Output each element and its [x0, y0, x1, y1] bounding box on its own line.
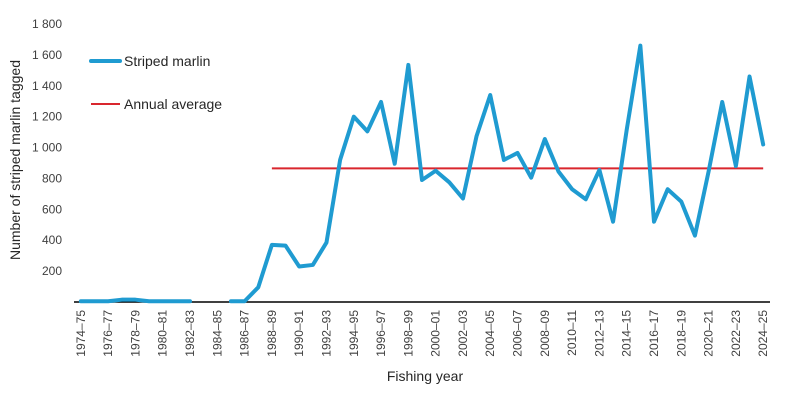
- data-point-1986–87: [243, 299, 247, 303]
- x-tick-label: 2006–07: [511, 310, 525, 357]
- data-point-2009–10: [556, 169, 560, 173]
- data-point-2012–13: [597, 168, 601, 172]
- data-point-1997–98: [393, 162, 397, 166]
- series-striped-marlin-line: [228, 43, 766, 304]
- x-tick-label: 1974–75: [74, 310, 88, 357]
- x-tick-label: 1976–77: [101, 310, 115, 357]
- x-tick-label: 1998–99: [401, 310, 415, 357]
- data-point-1987–88: [256, 285, 260, 289]
- data-point-1999–00: [420, 178, 424, 182]
- data-point-1975–76: [92, 299, 96, 303]
- y-tick-label: 1 600: [32, 48, 62, 62]
- data-point-1989–90: [284, 244, 288, 248]
- data-point-2016–17: [652, 220, 656, 224]
- data-point-2011–12: [584, 197, 588, 201]
- series-layer: [78, 43, 766, 304]
- data-point-2001–02: [447, 180, 451, 184]
- data-point-2013–14: [611, 220, 615, 224]
- y-axis-title: Number of striped marlin tagged: [7, 60, 23, 260]
- x-tick-label: 2002–03: [456, 310, 470, 357]
- data-point-1976–77: [106, 299, 110, 303]
- data-point-1993–94: [338, 158, 342, 162]
- data-point-1994–95: [352, 115, 356, 119]
- legend: Striped marlin Annual average: [89, 53, 222, 112]
- x-tick-label: 2016–17: [647, 310, 661, 357]
- legend-label-annual-average: Annual average: [124, 96, 222, 112]
- x-tick-label: 1980–81: [156, 310, 170, 357]
- data-point-1998–99: [406, 63, 410, 67]
- y-axis-ticks: 200 400 600 800 1 000 1 200 1 400 1 600 1 800: [32, 17, 62, 278]
- x-tick-label: 2004–05: [483, 310, 497, 357]
- x-axis-ticks: 1974–75 1976–77 1978–79 1980–81 1982–83 1984–…: [74, 310, 770, 357]
- data-point-2008–09: [543, 137, 547, 141]
- data-point-1992–93: [324, 241, 328, 245]
- data-point-1980–81: [161, 299, 165, 303]
- data-point-2018–19: [679, 200, 683, 204]
- x-axis-title: Fishing year: [387, 368, 464, 384]
- series-striped-marlin-line: [78, 297, 192, 304]
- y-tick-label: 1 000: [32, 141, 62, 155]
- data-point-1981–82: [174, 299, 178, 303]
- data-point-1978–79: [133, 298, 137, 302]
- y-tick-label: 400: [42, 233, 62, 247]
- y-tick-label: 1 800: [32, 17, 62, 31]
- data-point-1991–92: [311, 263, 315, 267]
- data-point-1977–78: [120, 298, 124, 302]
- x-tick-label: 1982–83: [183, 310, 197, 357]
- x-tick-label: 1984–85: [210, 310, 224, 357]
- data-point-1985–86: [229, 299, 233, 303]
- x-tick-label: 2022–23: [729, 310, 743, 357]
- x-tick-label: 2018–19: [674, 310, 688, 357]
- x-tick-label: 1978–79: [128, 310, 142, 357]
- x-tick-label: 1996–97: [374, 310, 388, 357]
- data-point-1974–75: [79, 299, 83, 303]
- data-point-2005–06: [502, 158, 506, 162]
- data-point-2004–05: [488, 93, 492, 97]
- x-tick-label: 2008–09: [538, 310, 552, 357]
- x-tick-label: 2014–15: [620, 310, 634, 357]
- legend-label-striped-marlin: Striped marlin: [124, 53, 210, 69]
- data-point-1995–96: [365, 129, 369, 133]
- data-point-2003–04: [475, 134, 479, 138]
- data-point-2023–24: [748, 75, 752, 79]
- data-point-2014–15: [625, 128, 629, 132]
- data-point-2021–22: [720, 100, 724, 104]
- data-point-2002–03: [461, 197, 465, 201]
- data-point-2000–01: [434, 169, 438, 173]
- y-tick-label: 1 400: [32, 79, 62, 93]
- data-point-1979–80: [147, 299, 151, 303]
- x-tick-label: 1988–89: [265, 310, 279, 357]
- data-point-2015–16: [638, 44, 642, 48]
- x-tick-label: 2012–13: [592, 310, 606, 357]
- data-point-1990–91: [297, 264, 301, 268]
- y-tick-label: 1 200: [32, 110, 62, 124]
- x-tick-label: 1986–87: [238, 310, 252, 357]
- data-point-2022–23: [734, 164, 738, 168]
- data-point-1982–83: [188, 299, 192, 303]
- data-point-2006–07: [516, 151, 520, 155]
- data-point-2017–18: [666, 187, 670, 191]
- x-tick-label: 1992–93: [319, 310, 333, 357]
- data-point-2024–25: [761, 142, 765, 146]
- data-point-2007–08: [529, 176, 533, 180]
- y-tick-label: 800: [42, 171, 62, 185]
- x-tick-label: 1990–91: [292, 310, 306, 357]
- data-point-2019–20: [693, 234, 697, 238]
- y-tick-label: 600: [42, 202, 62, 216]
- x-tick-label: 2000–01: [429, 310, 443, 357]
- data-point-2010–11: [570, 187, 574, 191]
- data-point-2020–21: [707, 169, 711, 173]
- x-tick-label: 2010–11: [565, 310, 579, 356]
- data-point-1988–89: [270, 243, 274, 247]
- y-tick-label: 200: [42, 264, 62, 278]
- x-tick-label: 2024–25: [756, 310, 770, 357]
- x-tick-label: 1994–95: [347, 310, 361, 357]
- x-tick-label: 2020–21: [702, 310, 716, 357]
- data-point-1996–97: [379, 100, 383, 104]
